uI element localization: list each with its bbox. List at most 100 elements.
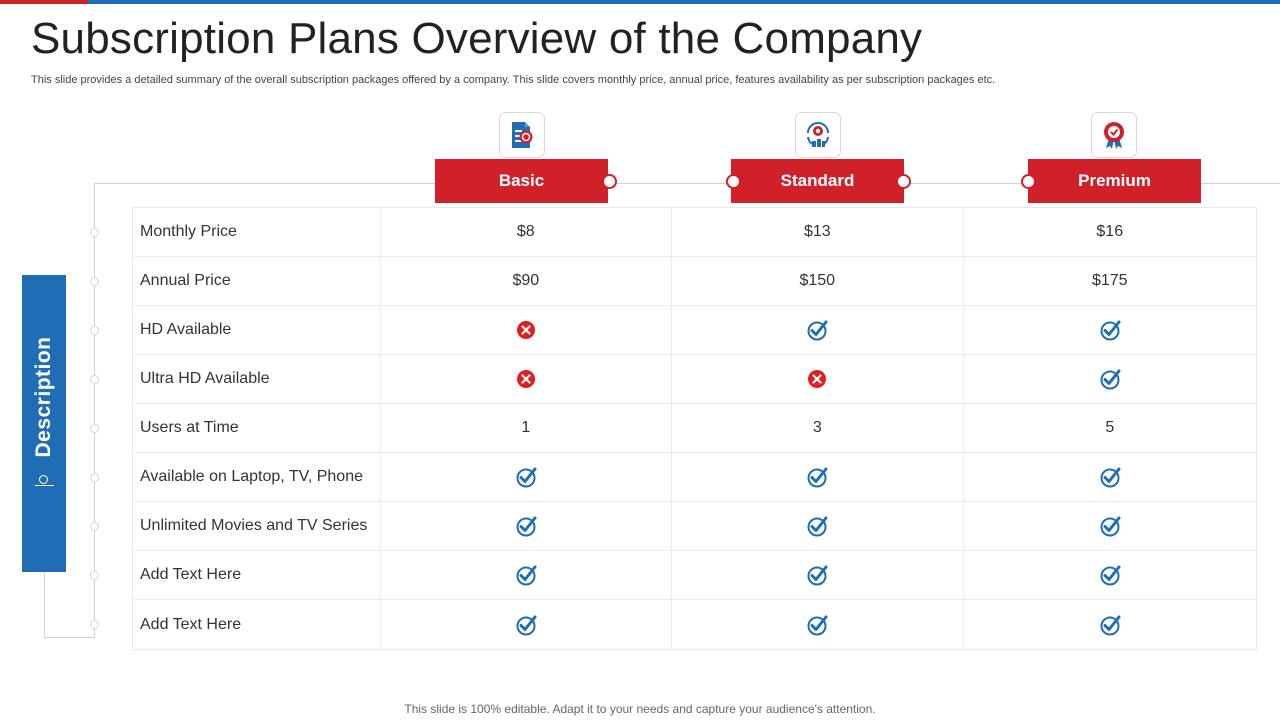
check-icon bbox=[806, 564, 828, 586]
table-row: Ultra HD Available bbox=[133, 355, 1256, 404]
table-row: Add Text Here bbox=[133, 600, 1256, 649]
table-row: Available on Laptop, TV, Phone bbox=[133, 453, 1256, 502]
row-dot bbox=[90, 473, 99, 482]
top-accent-red bbox=[0, 0, 88, 4]
row-label: Add Text Here bbox=[133, 551, 381, 599]
cell-premium bbox=[964, 551, 1256, 599]
row-label: Monthly Price bbox=[133, 208, 381, 256]
row-label: HD Available bbox=[133, 306, 381, 354]
ribbon-badge-icon bbox=[1104, 122, 1124, 149]
row-dot bbox=[90, 522, 99, 531]
check-icon bbox=[1099, 515, 1121, 537]
top-accent-bar bbox=[0, 0, 1280, 4]
table-row: Unlimited Movies and TV Series bbox=[133, 502, 1256, 551]
check-icon bbox=[515, 515, 537, 537]
cell-standard bbox=[672, 502, 964, 550]
row-label: Add Text Here bbox=[133, 600, 381, 649]
cell-premium: $16 bbox=[1096, 223, 1124, 240]
row-label: Available on Laptop, TV, Phone bbox=[133, 453, 381, 501]
cell-basic bbox=[381, 600, 673, 649]
description-label: Description bbox=[32, 336, 55, 458]
check-icon bbox=[1099, 614, 1121, 636]
check-icon bbox=[515, 564, 537, 586]
check-icon bbox=[1099, 564, 1121, 586]
cell-premium: 5 bbox=[1105, 419, 1115, 436]
row-dot bbox=[90, 571, 99, 580]
table-row: Add Text Here bbox=[133, 551, 1256, 600]
connector-top bbox=[94, 183, 1280, 184]
row-dot bbox=[90, 620, 99, 629]
cell-premium bbox=[964, 600, 1256, 649]
cross-icon bbox=[516, 320, 536, 340]
cell-basic: $8 bbox=[381, 208, 673, 256]
check-icon bbox=[1099, 466, 1121, 488]
row-dot bbox=[90, 228, 99, 237]
cell-basic: 1 bbox=[381, 404, 673, 452]
header-knob bbox=[602, 174, 617, 189]
cell-basic bbox=[381, 502, 673, 550]
plan-header-basic: Basic bbox=[435, 159, 608, 203]
description-tick bbox=[35, 485, 54, 486]
footer-note: This slide is 100% editable. Adapt it to… bbox=[404, 702, 876, 716]
cell-standard bbox=[672, 306, 964, 354]
connector-bottom bbox=[44, 637, 95, 638]
cell-basic bbox=[381, 551, 673, 599]
cross-icon bbox=[516, 369, 536, 389]
comparison-table: Monthly Price $8 $13 $16 Annual Price $90 $150… bbox=[132, 207, 1257, 650]
cell-standard bbox=[672, 551, 964, 599]
description-circle bbox=[39, 475, 48, 484]
check-icon bbox=[806, 466, 828, 488]
row-dot bbox=[90, 277, 99, 286]
cell-basic: $90 bbox=[381, 257, 673, 305]
cell-standard bbox=[672, 600, 964, 649]
cell-standard: $150 bbox=[672, 257, 964, 305]
row-label: Ultra HD Available bbox=[133, 355, 381, 403]
connector-left bbox=[94, 183, 95, 637]
plan-name: Basic bbox=[498, 171, 545, 190]
header-knob bbox=[1021, 174, 1036, 189]
cross-icon bbox=[807, 369, 827, 389]
check-icon bbox=[806, 614, 828, 636]
cell-basic bbox=[381, 355, 673, 403]
check-icon bbox=[806, 319, 828, 341]
plan-name: Premium bbox=[1078, 171, 1151, 190]
plan-icon-standard bbox=[795, 112, 841, 158]
cell-standard: $13 bbox=[672, 208, 964, 256]
check-icon bbox=[1099, 319, 1121, 341]
cell-standard bbox=[672, 453, 964, 501]
cell-premium bbox=[964, 502, 1256, 550]
table-row: Annual Price $90 $150 $175 bbox=[133, 257, 1256, 306]
plan-header-standard: Standard bbox=[731, 159, 904, 203]
plan-header-premium: Premium bbox=[1028, 159, 1201, 203]
award-building-icon bbox=[807, 122, 829, 147]
cell-premium bbox=[964, 306, 1256, 354]
table-row: Users at Time 1 3 5 bbox=[133, 404, 1256, 453]
plan-icon-premium bbox=[1091, 112, 1137, 158]
check-icon bbox=[515, 466, 537, 488]
cell-premium bbox=[964, 355, 1256, 403]
cell-standard bbox=[672, 355, 964, 403]
row-dot bbox=[90, 424, 99, 433]
header-knob bbox=[896, 174, 911, 189]
cell-premium bbox=[964, 453, 1256, 501]
cell-standard: 3 bbox=[672, 404, 964, 452]
check-icon bbox=[515, 614, 537, 636]
row-label: Users at Time bbox=[133, 404, 381, 452]
header-knob bbox=[726, 174, 741, 189]
row-label: Annual Price bbox=[133, 257, 381, 305]
check-icon bbox=[806, 515, 828, 537]
description-box bbox=[22, 275, 66, 572]
plan-name: Standard bbox=[780, 171, 855, 190]
table-row: HD Available bbox=[133, 306, 1256, 355]
plan-icon-basic bbox=[499, 112, 545, 158]
row-label: Unlimited Movies and TV Series bbox=[133, 502, 381, 550]
document-badge-icon bbox=[512, 122, 533, 148]
cell-basic bbox=[381, 306, 673, 354]
check-icon bbox=[1099, 368, 1121, 390]
cell-basic bbox=[381, 453, 673, 501]
table-row: Monthly Price $8 $13 $16 bbox=[133, 208, 1256, 257]
row-dot bbox=[90, 375, 99, 384]
row-dot bbox=[90, 326, 99, 335]
page-title: Subscription Plans Overview of the Compa… bbox=[31, 14, 923, 63]
cell-premium: $175 bbox=[1091, 272, 1128, 289]
